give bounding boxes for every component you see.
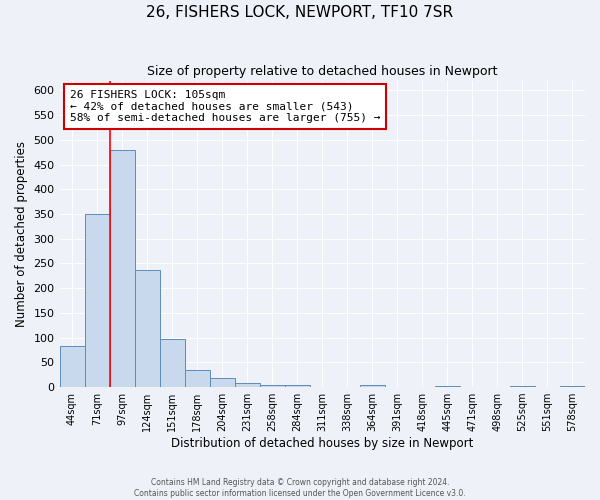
Bar [110,150,134,387]
Text: Contains HM Land Registry data © Crown copyright and database right 2024.
Contai: Contains HM Land Registry data © Crown c… [134,478,466,498]
Title: Size of property relative to detached houses in Newport: Size of property relative to detached ho… [147,65,497,78]
Bar [260,384,285,387]
Text: 26, FISHERS LOCK, NEWPORT, TF10 7SR: 26, FISHERS LOCK, NEWPORT, TF10 7SR [146,5,454,20]
Bar [285,384,310,387]
Bar [435,386,460,387]
Bar [134,270,160,387]
Bar [59,346,85,387]
Bar [209,378,235,387]
Bar [560,386,585,387]
X-axis label: Distribution of detached houses by size in Newport: Distribution of detached houses by size … [171,437,473,450]
Y-axis label: Number of detached properties: Number of detached properties [15,141,28,327]
Text: 26 FISHERS LOCK: 105sqm
← 42% of detached houses are smaller (543)
58% of semi-d: 26 FISHERS LOCK: 105sqm ← 42% of detache… [70,90,380,123]
Bar [510,386,535,387]
Bar [160,339,185,387]
Bar [360,384,385,387]
Bar [85,214,110,387]
Bar [235,383,260,387]
Bar [185,370,209,387]
